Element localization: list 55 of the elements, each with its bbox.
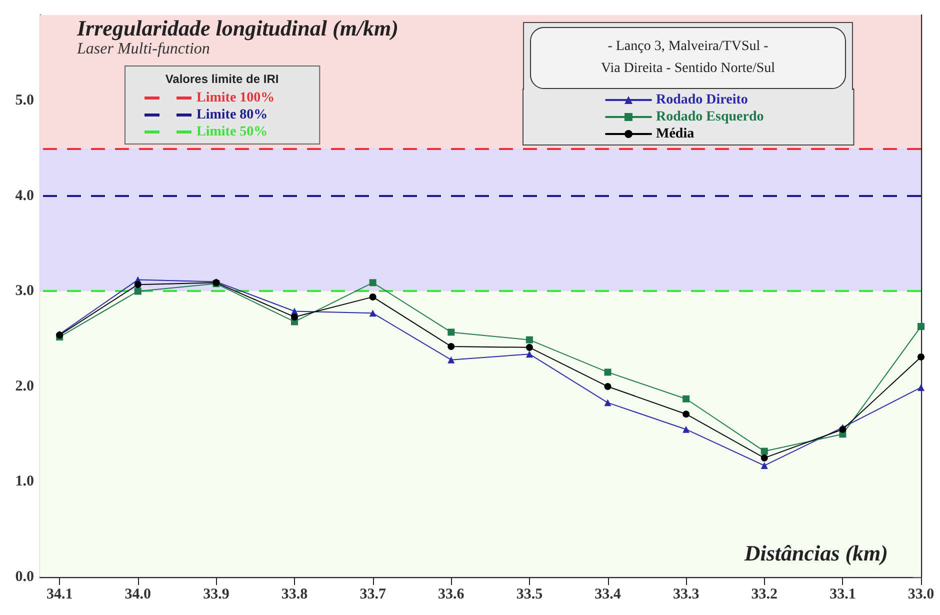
info-box: - Lanço 3, Malveira/TVSul - Via Direita - Sentido Norte/Sul: [523, 22, 853, 90]
x-axis-title: Distâncias (km): [743, 540, 888, 566]
legend-label: Média: [656, 126, 694, 142]
x-tick-label: 34.0: [124, 586, 152, 602]
y-tick-label: 0.0: [15, 569, 34, 585]
point: [604, 382, 612, 390]
point: [918, 353, 924, 360]
point: [918, 322, 924, 330]
point: [134, 288, 142, 295]
x-tick-label: 33.2: [751, 586, 778, 602]
point: [448, 356, 455, 364]
x-tick-label: 33.1: [830, 586, 856, 602]
legend-label: Limite 50%: [196, 124, 268, 140]
point: [682, 410, 690, 418]
point: [526, 344, 533, 351]
point: [760, 462, 768, 470]
point: [291, 313, 298, 320]
legend-label: Rodado Direito: [656, 92, 748, 108]
point: [526, 336, 533, 344]
y-tick-label: 1.0: [15, 474, 34, 490]
point: [918, 384, 924, 391]
point: [369, 293, 376, 300]
y-tick-label: 3.0: [15, 283, 34, 300]
annotation: Via Direita - Sentido Norte/Sul: [600, 60, 776, 78]
point: [682, 426, 690, 433]
y-tick-label: 4.0: [15, 188, 34, 204]
x-tick-label: 33.3: [672, 586, 700, 602]
x-tick-label: 33.5: [516, 586, 543, 602]
x-tick-label: 33.8: [281, 586, 308, 602]
x-tick-label: 33.9: [203, 586, 230, 602]
x-tick-label: 33.4: [594, 586, 622, 602]
point: [448, 342, 455, 350]
point: [134, 281, 142, 288]
point: [682, 395, 690, 402]
y-tick-label: 5.0: [15, 92, 34, 109]
x-tick-label: 33.7: [360, 586, 386, 602]
point: [369, 279, 376, 286]
legend-label: Rodado Esquerdo: [656, 110, 764, 124]
x-tick-label: 33.0: [908, 586, 934, 602]
point: [526, 350, 533, 358]
chart-title: Irregularidade longitudinal (m/km): [76, 16, 398, 40]
x-tick-label: 34.1: [46, 586, 73, 602]
point: [369, 310, 376, 317]
point: [604, 368, 612, 376]
point: [448, 328, 455, 336]
legend-label: Limite 100%: [196, 90, 275, 106]
legend-title: Valores limite de IRI: [165, 72, 279, 86]
point: [760, 448, 768, 455]
point: [760, 454, 768, 462]
legend-label: Limite 80%: [196, 108, 268, 122]
point: [604, 399, 612, 406]
text: Laser Multi-function: [76, 40, 210, 58]
annotation: - Lanço 3, Malveira/TVSul -: [608, 38, 768, 56]
y-tick-label: 2.0: [15, 378, 34, 394]
x-tick-label: 33.6: [438, 586, 465, 602]
